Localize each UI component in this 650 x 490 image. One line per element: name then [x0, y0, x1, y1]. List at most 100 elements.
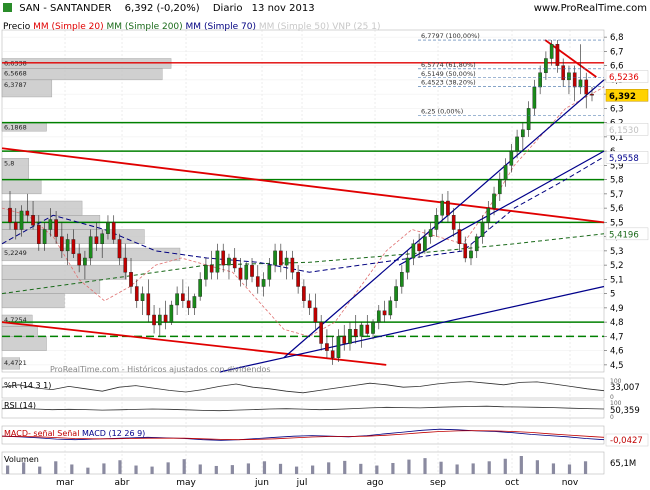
- candle-body: [555, 44, 560, 66]
- candle-body: [532, 86, 537, 109]
- candle-body: [296, 272, 300, 287]
- candle-body: [492, 193, 496, 209]
- price-tick-label: 5,3: [610, 247, 624, 257]
- footer-note: ProRealTime.com - Históricos ajustados c…: [50, 365, 271, 374]
- candle-body: [509, 150, 514, 166]
- volume-profile-bar: [1, 179, 42, 195]
- x-tick-label: oct: [505, 478, 519, 488]
- macd-signal-label: MACD- señal Señal: [4, 429, 82, 438]
- volume-bar: [551, 463, 556, 474]
- indicator-title: Volumen: [4, 455, 39, 464]
- candle-body: [261, 279, 266, 287]
- horizontal-levels: [2, 62, 604, 338]
- volume-profile-label: 6,1868: [4, 124, 27, 132]
- volume-bar: [294, 466, 299, 474]
- price-tick-label: 5: [610, 290, 615, 300]
- volume-profile-bar: [1, 68, 163, 81]
- header-icon: [3, 3, 12, 12]
- trendlines: [1, 39, 605, 373]
- candle-body: [423, 236, 427, 252]
- volume-bar: [70, 464, 74, 474]
- price-tick-label: 5,1: [610, 275, 624, 285]
- candle-body: [590, 93, 594, 96]
- candle-body: [175, 293, 179, 306]
- price-tick-label: 6,3: [610, 104, 624, 114]
- volume-bar: [6, 465, 10, 474]
- candle-body: [181, 293, 185, 301]
- volume-bar: [327, 462, 331, 474]
- candle-body: [31, 215, 35, 226]
- candle-body: [267, 264, 272, 280]
- price-tick-label: 5,7: [610, 190, 624, 200]
- volume-bar: [423, 458, 427, 474]
- legend-ma50: MM (Simple 50): [258, 22, 330, 32]
- volume-bar: [343, 460, 347, 474]
- candle-body: [336, 336, 341, 358]
- price-tick-label: 5,9: [610, 161, 624, 171]
- candle-body: [60, 236, 64, 252]
- price-tick-label: 4,5: [610, 361, 624, 371]
- candle-body: [348, 329, 352, 344]
- candle-body: [451, 215, 456, 230]
- panel-frame: [1, 425, 605, 445]
- candle-body: [388, 300, 393, 316]
- price-label: 5,9558: [609, 154, 639, 164]
- volume-bar: [503, 458, 507, 474]
- volume-bar: [198, 464, 202, 474]
- x-tick-label: may: [176, 478, 196, 488]
- panel-frame: [1, 377, 605, 399]
- price-tick-label: 6,1: [610, 133, 624, 143]
- trendline: [283, 79, 605, 359]
- quote: 6,392 (-0,20%): [124, 3, 200, 14]
- legend: Precio MM (Simple 20) MM (Simple 200) MM…: [3, 22, 380, 32]
- candle-body: [330, 350, 335, 358]
- volume-profile-bar: [1, 200, 83, 216]
- volume-bar: [118, 460, 122, 474]
- candle-body: [353, 329, 358, 337]
- candle-body: [567, 72, 571, 81]
- price-tick-label: 4,9: [610, 304, 624, 314]
- candle-body: [106, 222, 110, 234]
- indicator-title: RSI (14): [4, 401, 36, 410]
- candle-body: [238, 267, 243, 280]
- candle-body: [36, 225, 41, 244]
- volume-bar: [166, 462, 170, 474]
- indicator-title: MACD- señal Señal MACD (12 26 9): [4, 429, 145, 438]
- indicator-tick-label: 100: [610, 400, 622, 407]
- candle-body: [111, 222, 116, 240]
- volume-profile-label: 4,4721: [4, 359, 27, 367]
- candle-body: [584, 79, 589, 95]
- x-tick-label: sep: [430, 478, 446, 488]
- candle-body: [486, 207, 491, 223]
- volume-bar: [567, 464, 572, 474]
- candles: [8, 39, 594, 365]
- price-label: 6,5236: [609, 73, 639, 83]
- volume-profile-bar: [1, 264, 127, 280]
- candle-body: [204, 264, 208, 280]
- candle-body: [365, 324, 370, 334]
- price-label-bg: [605, 89, 649, 102]
- fibonacci-label: 6,25 (0,00%): [421, 108, 463, 116]
- candle-body: [25, 210, 30, 216]
- candle-body: [521, 129, 525, 138]
- candle-body: [549, 44, 554, 59]
- candle-body: [209, 264, 214, 273]
- candle-body: [215, 250, 220, 273]
- candle-body: [244, 264, 249, 280]
- volume-bar: [278, 463, 283, 474]
- candle-body: [474, 236, 479, 252]
- volume-profile-bar: [1, 58, 172, 69]
- candle-body: [169, 304, 174, 323]
- candle-body: [572, 72, 577, 88]
- date: 13 nov 2013: [251, 3, 315, 14]
- volume-bar: [583, 461, 588, 474]
- candle-body: [342, 336, 347, 344]
- candle-body: [544, 58, 548, 73]
- trendline: [544, 39, 597, 78]
- fibonacci-levels: 6,7797 (100,00%) 6,5774 (61,80%)6,5149 (5…: [418, 32, 604, 116]
- price-tick-label: 6,7: [610, 47, 624, 57]
- price-tick-label: 6,6: [610, 62, 624, 72]
- volume-profile-bar: [1, 336, 47, 351]
- panel-frame: [1, 451, 605, 475]
